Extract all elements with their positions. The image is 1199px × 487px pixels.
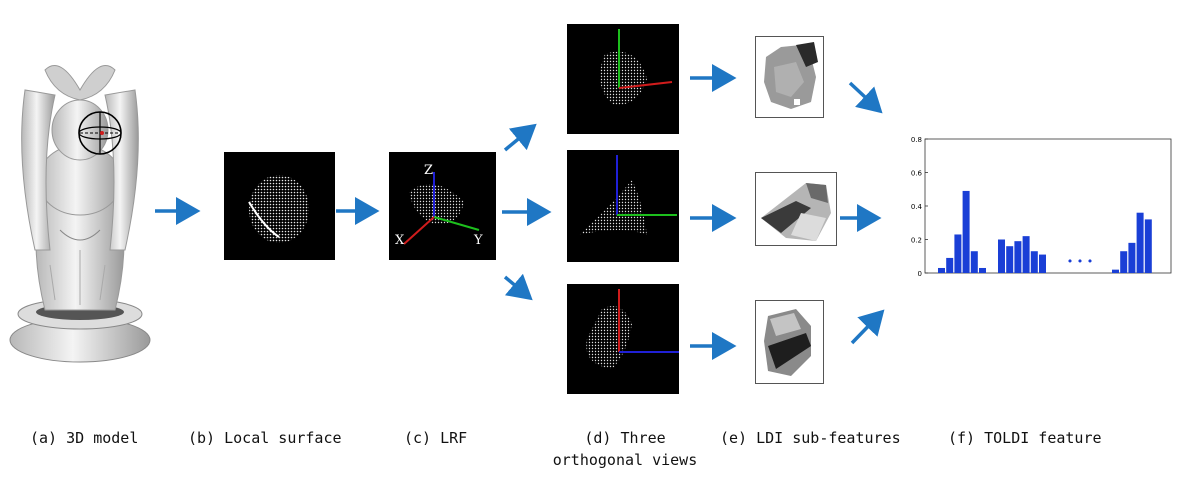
chart-bar (970, 251, 978, 273)
ldi-panel-top (755, 36, 824, 118)
caption-a: (a) 3D model (30, 429, 139, 447)
view-panel-middle (567, 150, 679, 262)
chart-bar (954, 234, 962, 273)
chart-bar (1022, 236, 1030, 273)
caption-c: (c) LRF (404, 429, 468, 447)
arrow-e-f-top (848, 81, 883, 114)
y-tick-label: 0.4 (911, 203, 923, 211)
caption-d-line2: orthogonal views (552, 451, 698, 469)
chart-ellipsis: • • • (1067, 255, 1093, 268)
chart-bar (1128, 242, 1136, 273)
ldi-panel-middle (755, 172, 837, 246)
y-tick-label: 0.8 (911, 136, 922, 144)
view-panel-top (567, 24, 679, 134)
chart-bar (962, 190, 970, 273)
chart-bar (938, 267, 945, 273)
view-panel-bottom (567, 284, 679, 394)
arrow-c-d-top (503, 123, 537, 152)
toldi-feature-chart: 0 0.2 0.4 0.6 0.8 • • • (911, 136, 1172, 278)
ldi-panel-bottom (755, 300, 824, 384)
chart-bar (1136, 212, 1144, 273)
chart-bar (1014, 241, 1022, 273)
chart-bar (1030, 251, 1038, 273)
y-tick-label: 0.6 (911, 170, 923, 178)
local-surface-panel (224, 152, 335, 260)
chart-bar (1006, 246, 1014, 273)
y-tick-label: 0.2 (911, 237, 922, 245)
axis-label-z: Z (424, 163, 433, 178)
arrow-e-f-bot (850, 309, 885, 345)
axis-label-x: X (395, 233, 405, 248)
chart-bar (1112, 269, 1119, 273)
caption-e: (e) LDI sub-features (720, 429, 901, 447)
chart-bar (1120, 251, 1128, 273)
y-tick-label: 0 (918, 270, 922, 278)
chart-bar (946, 257, 954, 273)
chart-bar (1144, 219, 1152, 273)
chart-bar (998, 239, 1005, 273)
caption-b: (b) Local surface (188, 429, 342, 447)
chart-bar (979, 267, 986, 273)
chart-bar (1039, 254, 1046, 273)
axis-label-y: Y (473, 233, 483, 248)
caption-d-line1: (d) Three (584, 429, 666, 447)
3d-model-image (5, 50, 155, 375)
lrf-panel: Z Y X (389, 152, 496, 260)
arrow-c-d-bot (503, 273, 533, 301)
caption-f: (f) TOLDI feature (948, 429, 1102, 447)
